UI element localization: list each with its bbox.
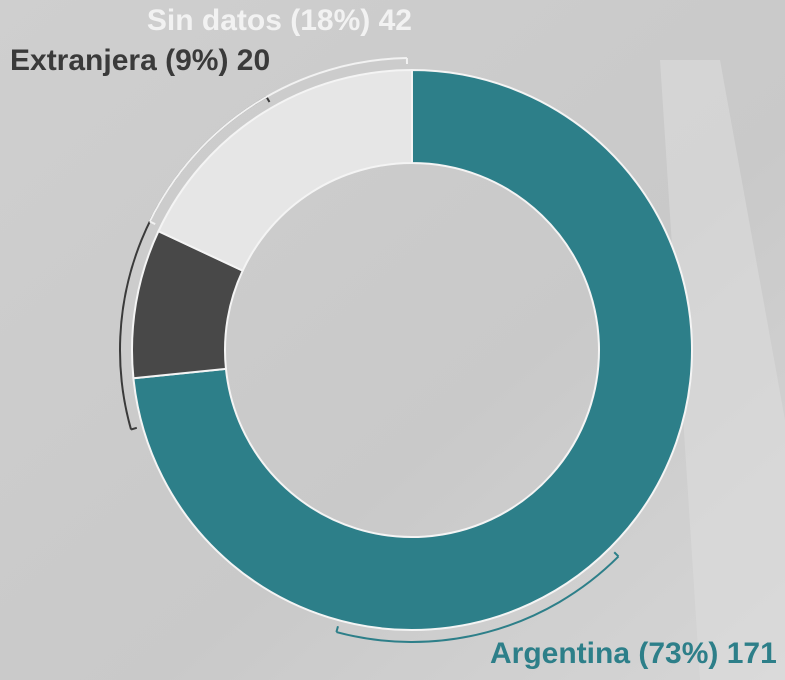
category-label: Argentina xyxy=(490,637,630,670)
page: {"chart_data": {"type": "donut", "catego… xyxy=(0,0,785,680)
segment-label: Extranjera (9%) 20 xyxy=(10,44,270,77)
percent-label: (9%) xyxy=(165,44,228,77)
chart: Argentina (73%) 171 Extranjera (9%) 20 Sin… xyxy=(0,0,785,680)
segment-label: Argentina (73%) 171 xyxy=(490,637,777,670)
value-label: 42 xyxy=(379,4,412,37)
value-label: 171 xyxy=(727,637,777,670)
category-label: Extranjera xyxy=(10,44,157,77)
category-label: Sin datos xyxy=(147,4,282,37)
percent-label: (18%) xyxy=(290,4,370,37)
segment-label: Sin datos (18%) 42 xyxy=(147,4,412,37)
value-label: 20 xyxy=(237,44,270,77)
percent-label: (73%) xyxy=(638,637,718,670)
